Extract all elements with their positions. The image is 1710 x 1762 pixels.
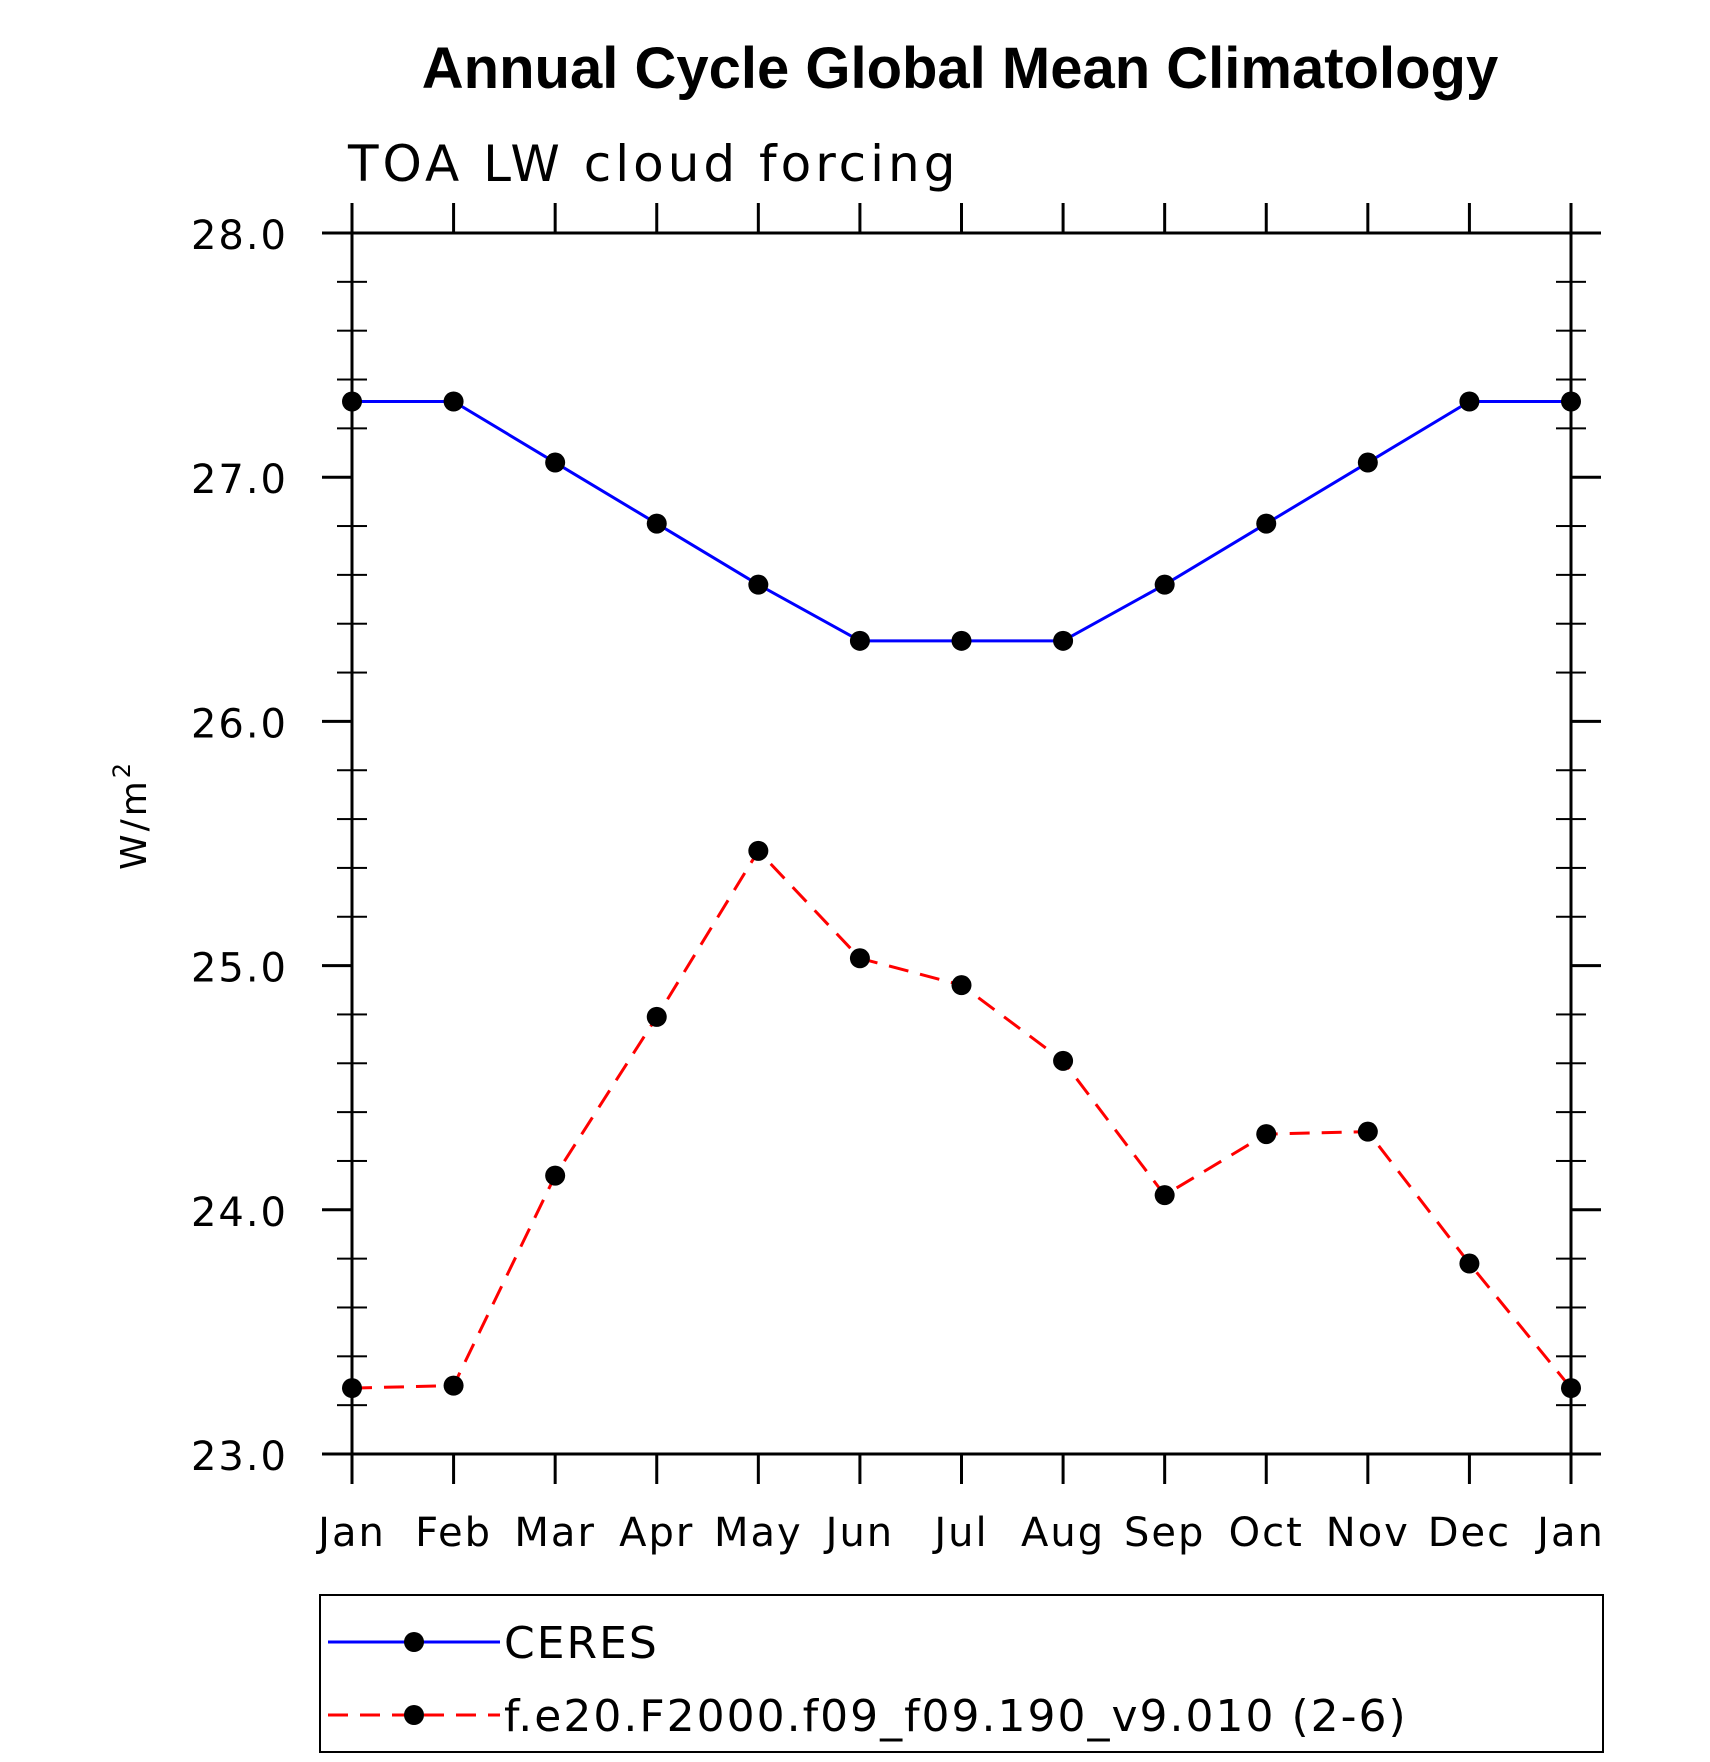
legend-label-model: f.e20.F2000.f09_f09.190_v9.010 (2-6) [504,1691,1408,1742]
series-0-point [1561,391,1581,412]
legend-marker-model [404,1705,424,1725]
x-tick-label: Jan [1534,1510,1605,1556]
y-tick-label: 24.0 [191,1190,288,1236]
series-1-point [849,948,870,969]
chart-title: Annual Cycle Global Mean Climatology [422,36,1498,101]
y-tick-label: 28.0 [191,213,288,259]
y-tick-labels: 23.0 24.0 25.0 26.0 27.0 28.0 [191,213,288,1480]
legend-label-ceres: CERES [504,1618,659,1669]
series-1-point [443,1375,464,1396]
series-0-point [646,513,667,534]
series-line-0 [352,399,1571,643]
y-tick-label: 23.0 [191,1434,288,1480]
series-1-point [1256,1124,1277,1145]
series-0-point [342,391,362,412]
x-tick-label: Sep [1124,1510,1205,1556]
series-1-point [545,1165,566,1186]
series-0-point [1357,452,1378,473]
series-layer [342,391,1581,1399]
x-tick-label: May [714,1510,803,1556]
series-1-point [1561,1378,1581,1399]
x-tick-label: Mar [514,1510,595,1556]
legend-marker-ceres [404,1632,424,1652]
series-0-point [849,630,870,651]
y-tick-label: 25.0 [191,946,288,992]
series-0-point [545,452,566,473]
x-tick-label: Jun [823,1510,895,1556]
series-1-point [1357,1121,1378,1142]
series-0-point [1053,630,1074,651]
series-0-point [1459,391,1480,412]
series-0-point [443,391,464,412]
x-tick-label: Jan [315,1510,386,1556]
y-axis-label-unit: W/m [114,778,155,870]
legend-box [319,1594,1604,1753]
chart-subtitle: TOA LW cloud forcing [347,135,959,193]
x-tick-label: Apr [619,1510,694,1556]
x-tick-label: Feb [415,1510,492,1556]
series-1-point [748,840,769,861]
x-tick-label: Aug [1021,1510,1105,1556]
series-0-point [951,630,972,651]
series-0-point [1256,513,1277,534]
x-tick-label: Oct [1229,1510,1304,1556]
y-tick-label: 27.0 [191,457,288,503]
y-axis-label: W/m2 [108,760,155,870]
series-line-1 [351,848,1573,1390]
series-1-point [342,1378,362,1399]
series-1-point [1459,1253,1480,1274]
x-tick-label: Nov [1326,1510,1410,1556]
series-1-point [951,975,972,996]
x-tick-labels: Jan Feb Mar Apr May Jun Jul Aug Sep Oct Nov Dec Jan [315,1510,1605,1556]
legend: CERES f.e20.F2000.f09_f09.190_v9.010 (2-… [319,1594,1604,1753]
y-tick-label: 26.0 [191,701,288,747]
x-tick-label: Dec [1428,1510,1511,1556]
plot-frame [350,231,1573,1456]
axis-ticks [322,203,1601,1484]
series-1-point [1053,1050,1074,1071]
series-0-point [1154,574,1175,595]
series-1-point [1154,1185,1175,1206]
series-0-point [748,574,769,595]
y-axis-label-superscript: 2 [108,760,136,778]
series-1-point [646,1006,667,1027]
x-tick-label: Jul [931,1510,988,1556]
